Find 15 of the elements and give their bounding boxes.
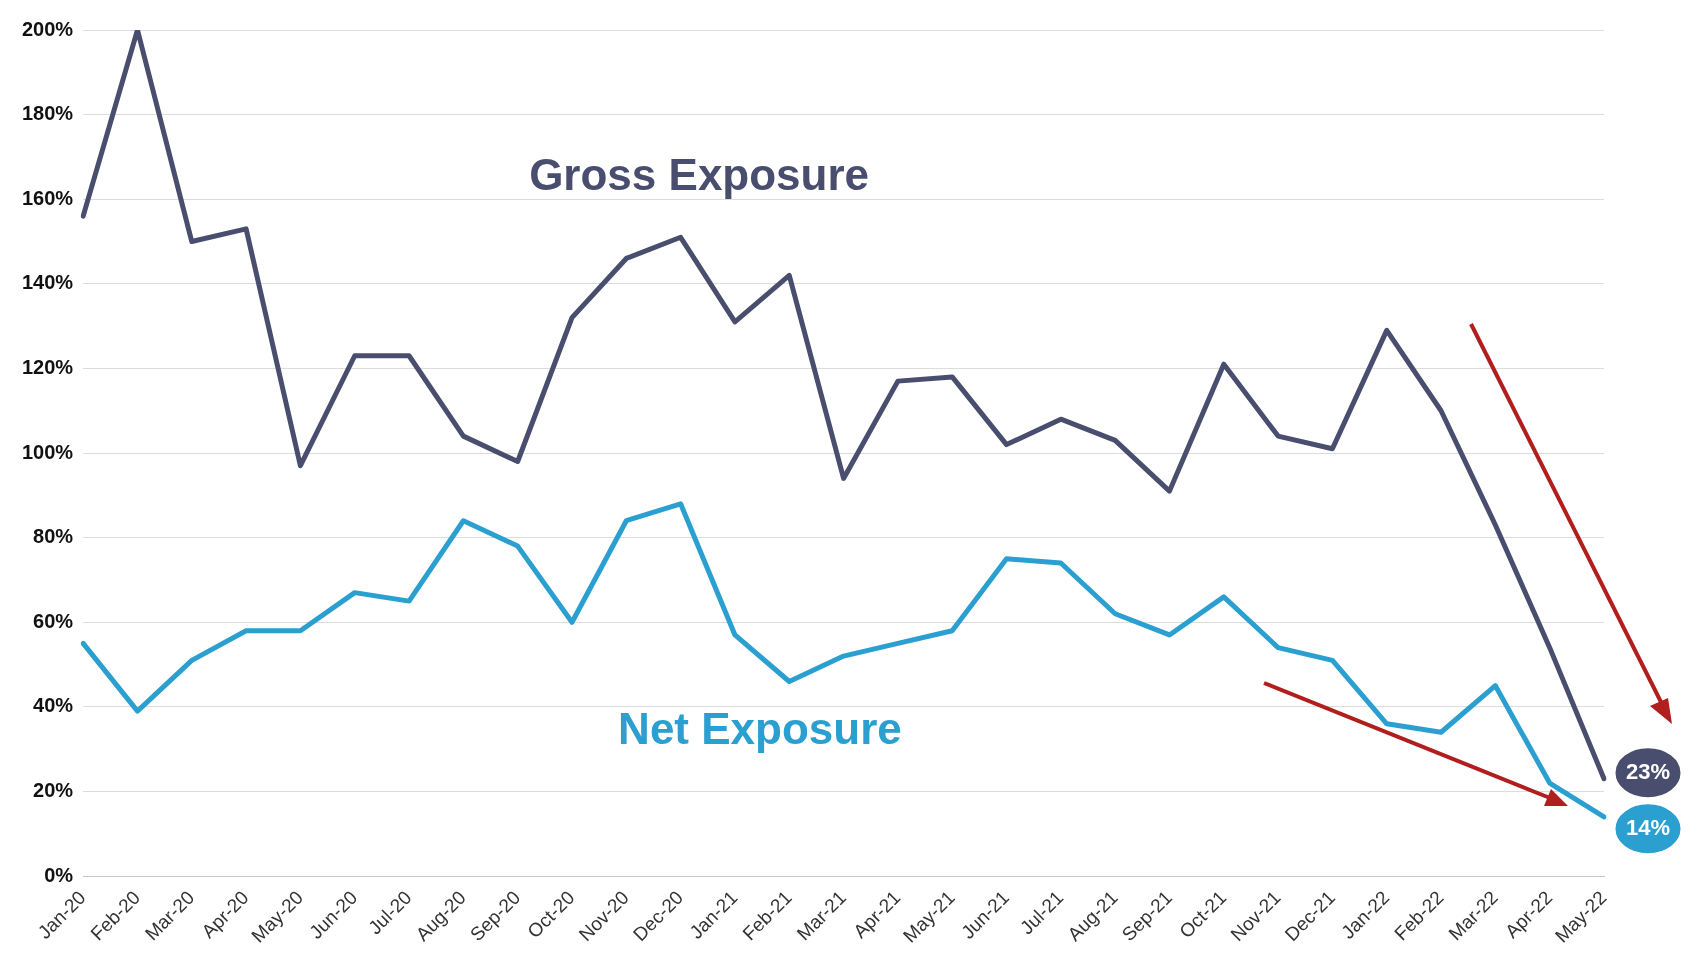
- y-tick-label: 180%: [22, 102, 74, 125]
- y-tick-label: 60%: [33, 609, 74, 632]
- y-tick-label: 0%: [44, 863, 74, 886]
- series-label: Net Exposure: [618, 704, 902, 754]
- series-label: Gross Exposure: [529, 150, 870, 200]
- y-tick-label: 200%: [22, 17, 74, 40]
- y-tick-label: 100%: [22, 440, 74, 463]
- y-tick-label: 20%: [33, 778, 74, 801]
- y-tick-label: 120%: [22, 355, 74, 378]
- data-label: 14%: [1625, 814, 1671, 840]
- y-tick-label: 160%: [22, 186, 74, 209]
- y-tick-label: 40%: [33, 694, 74, 717]
- y-tick-label: 140%: [22, 271, 74, 294]
- data-label: 23%: [1625, 758, 1671, 784]
- y-tick-label: 80%: [33, 525, 74, 548]
